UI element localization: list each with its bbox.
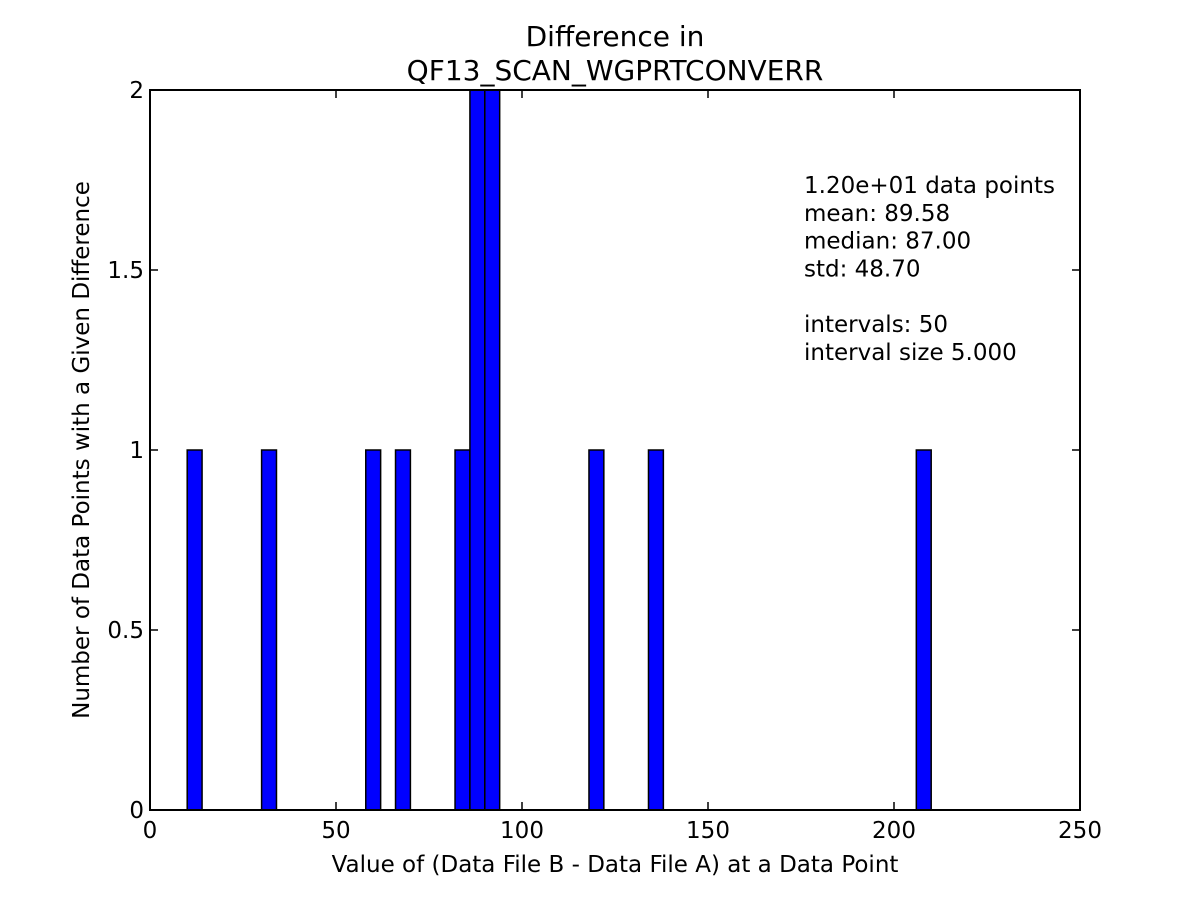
bar-5: [469, 89, 486, 811]
bar-6: [484, 89, 501, 811]
x-axis-label: Value of (Data File B - Data File A) at …: [332, 852, 899, 878]
bar-1: [260, 449, 278, 811]
bar-9: [915, 449, 932, 811]
chart-title-line1: Difference in: [526, 20, 705, 53]
y-tick-label-3: 1.5: [107, 258, 144, 284]
ticks-group: 0 50 100 150 200 250 0 0.5 1 1.5 2: [107, 78, 1102, 844]
y-tick-label-1: 0.5: [107, 618, 144, 644]
bar-0: [186, 449, 203, 811]
annotation-line-1: mean: 89.58: [804, 201, 950, 227]
x-tick-label-5: 250: [1058, 818, 1102, 844]
bar-7: [588, 449, 605, 811]
y-tick-label-0: 0: [129, 798, 144, 824]
plot-frame: [149, 89, 1081, 811]
chart-title-line2: QF13_SCAN_WGPRTCONVERR: [407, 54, 824, 87]
annotation-line-6: interval size 5.000: [804, 340, 1017, 366]
x-tick-label-1: 50: [321, 818, 350, 844]
y-axis-label: Number of Data Points with a Given Diffe…: [69, 181, 95, 719]
x-tick-label-0: 0: [143, 818, 158, 844]
x-tick-label-3: 150: [686, 818, 730, 844]
bar-3: [394, 449, 412, 811]
bars-group: [186, 89, 932, 811]
annotation-line-2: median: 87.00: [804, 229, 971, 255]
x-tick-label-2: 100: [500, 818, 544, 844]
bar-2: [365, 449, 382, 811]
bar-8: [647, 449, 665, 811]
annotation-line-5: intervals: 50: [804, 312, 948, 338]
bar-4: [454, 449, 471, 811]
annotation-line-3: std: 48.70: [804, 256, 921, 282]
x-tick-label-4: 200: [872, 818, 916, 844]
y-tick-label-2: 1: [129, 438, 144, 464]
y-tick-label-4: 2: [129, 78, 144, 104]
annotation-line-0: 1.20e+01 data points: [804, 173, 1055, 199]
